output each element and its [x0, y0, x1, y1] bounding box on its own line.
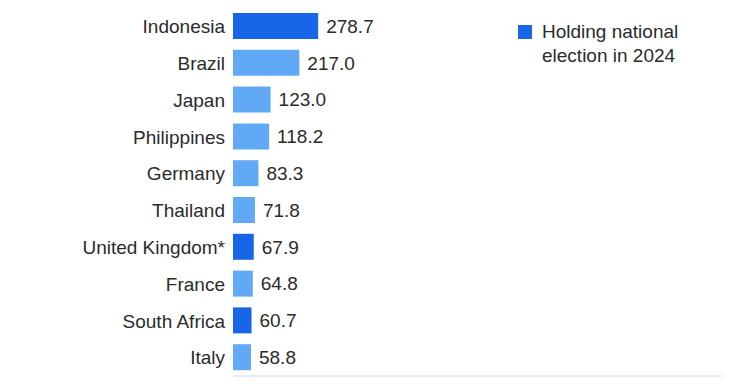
svg-text:71.8: 71.8	[263, 200, 300, 221]
svg-text:France: France	[166, 274, 225, 295]
svg-text:United Kingdom*: United Kingdom*	[82, 237, 225, 258]
svg-text:58.8: 58.8	[259, 347, 296, 368]
svg-text:123.0: 123.0	[279, 89, 327, 110]
svg-text:Brazil: Brazil	[177, 53, 225, 74]
svg-text:118.2: 118.2	[277, 126, 323, 147]
svg-text:278.7: 278.7	[326, 16, 374, 37]
html-text:Holding national election in 2: Holding national election in 2024	[542, 21, 679, 66]
svg-text:64.8: 64.8	[261, 273, 298, 294]
svg-text:South Africa: South Africa	[123, 311, 226, 332]
svg-text:83.3: 83.3	[266, 163, 303, 184]
svg-text:Germany: Germany	[147, 163, 226, 184]
svg-text:Italy: Italy	[190, 347, 225, 368]
svg-text:Japan: Japan	[173, 90, 225, 111]
svg-text:Philippines: Philippines	[133, 127, 225, 148]
svg-text:217.0: 217.0	[307, 53, 355, 74]
svg-text:Thailand: Thailand	[152, 200, 225, 221]
svg-text:60.7: 60.7	[260, 310, 297, 331]
svg-text:67.9: 67.9	[262, 237, 299, 258]
svg-text:Indonesia: Indonesia	[143, 16, 226, 37]
